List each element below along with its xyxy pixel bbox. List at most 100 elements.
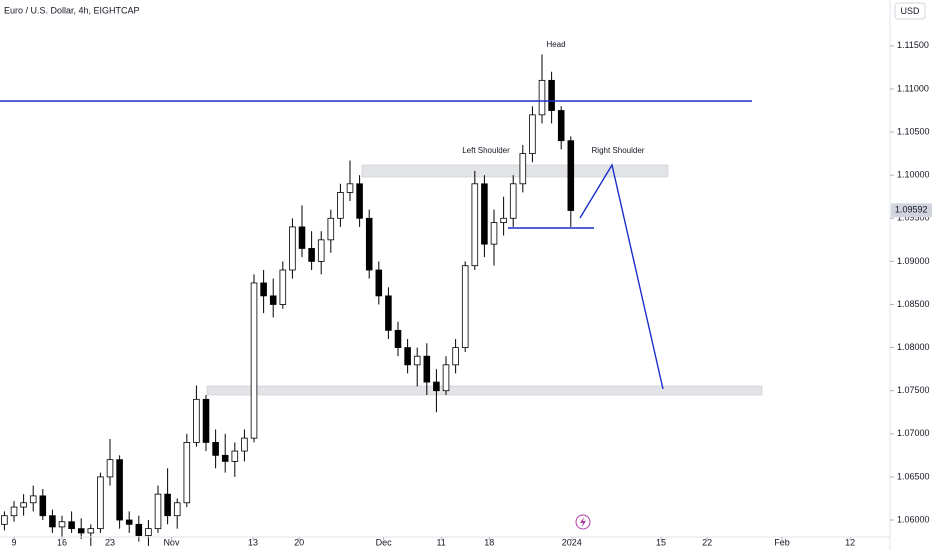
last-price-badge (891, 203, 932, 218)
candle-body (183, 442, 191, 504)
x-tick-label: 13 (248, 537, 258, 547)
x-tick-label: 22 (702, 537, 712, 547)
candle-body (317, 239, 325, 262)
candle-body (29, 495, 37, 504)
candle-body (442, 364, 450, 392)
candle-body (106, 459, 114, 478)
candle-body (125, 519, 133, 525)
candles (1, 54, 575, 546)
x-tick-label: 12 (845, 537, 855, 547)
x-tick-label: 9 (12, 537, 17, 547)
candle-body (202, 398, 210, 443)
x-tick-label: Nov (163, 537, 180, 547)
x-tick-label: Dec (376, 537, 393, 547)
candle-body (145, 528, 152, 536)
candle-body (221, 454, 229, 462)
candle-body (212, 442, 219, 456)
candle-body (193, 398, 200, 443)
y-tick-label: 1.07000 (897, 428, 930, 438)
candle-body (10, 506, 18, 517)
candle-body (433, 381, 440, 392)
candle-body (404, 347, 411, 366)
drawings (206, 164, 763, 396)
candle-body (509, 183, 517, 219)
annotation: Left Shoulder (462, 146, 510, 155)
candle-body (298, 226, 306, 249)
x-tick-label: 2024 (562, 537, 582, 547)
last-price-label: 1.09592 (895, 205, 928, 215)
candle-body (68, 521, 75, 530)
candle-body (87, 528, 95, 534)
candle-body (413, 355, 421, 366)
candle-body (39, 495, 47, 517)
resistance-zone (361, 164, 669, 178)
y-tick-label: 1.09000 (897, 256, 930, 266)
candle-body (116, 459, 123, 521)
candle-body (164, 493, 171, 517)
x-tick-label: 20 (294, 537, 304, 547)
annotation: Right Shoulder (592, 146, 645, 155)
candle-body (548, 79, 555, 111)
support-zone (206, 385, 763, 396)
y-tick-label: 1.08000 (897, 342, 930, 352)
x-tick-label: 15 (656, 537, 666, 547)
candle-body (173, 502, 181, 517)
candle-body (260, 282, 267, 297)
candle-body (394, 329, 402, 348)
candle-body (385, 295, 392, 331)
candle-body (346, 183, 354, 193)
candle-body (154, 493, 162, 530)
x-tick-label: 23 (105, 537, 115, 547)
candle-body (529, 114, 536, 155)
x-tick-label: Feb (774, 537, 790, 547)
y-tick-label: 1.10500 (897, 126, 930, 136)
x-tick-label: 16 (57, 537, 67, 547)
candle-body (58, 521, 66, 528)
axes: 1.06000 1.06500 1.07000 1.07500 1.08000 1.085… (12, 40, 932, 547)
y-tick-label: 1.11500 (897, 40, 929, 50)
candle-body (250, 282, 258, 439)
y-tick-label: 1.11000 (897, 83, 929, 93)
candle-body (289, 226, 296, 271)
x-tick-label: 11 (437, 537, 446, 547)
projection-path (579, 163, 664, 390)
candle-body (567, 140, 575, 211)
overlay: Head Left Shoulder Right Shoulder (0, 40, 752, 530)
candle-body (135, 523, 143, 536)
y-tick-label: 1.10000 (897, 170, 930, 180)
y-tick-label: 1.06500 (897, 471, 930, 481)
candle-body (269, 295, 277, 305)
candle-body (97, 476, 104, 530)
candle-body (1, 515, 8, 525)
candle-body (356, 183, 363, 219)
candle-body (375, 269, 383, 297)
candle-body (519, 153, 527, 185)
y-tick-label: 1.08500 (897, 299, 930, 309)
candle-body (308, 248, 315, 262)
candle-body (471, 183, 479, 267)
candle-body (241, 437, 248, 452)
candle-body (423, 355, 431, 383)
candle-body (49, 515, 56, 528)
y-tick-label: 1.07500 (897, 385, 930, 395)
candle-body (279, 269, 287, 305)
currency-label: USD (900, 6, 920, 16)
candle-body (452, 347, 459, 366)
candle-body (557, 110, 565, 142)
candle-body (538, 79, 546, 116)
x-tick-label: 18 (484, 537, 494, 547)
currency-box[interactable] (894, 2, 926, 20)
candle-body (481, 183, 488, 245)
y-tick-label: 1.09500 (897, 213, 930, 223)
candle-body (327, 217, 335, 241)
candle-body (337, 192, 344, 219)
candle-body (365, 217, 373, 271)
candle-body (490, 222, 498, 245)
candle-body (20, 502, 27, 508)
y-tick-label: 1.06000 (897, 514, 930, 524)
candle-body (500, 217, 507, 223)
annotation: Head (546, 40, 565, 49)
chart-title: Euro / U.S. Dollar, 4h, EIGHTCAP (4, 5, 140, 15)
candle-body (77, 528, 85, 534)
